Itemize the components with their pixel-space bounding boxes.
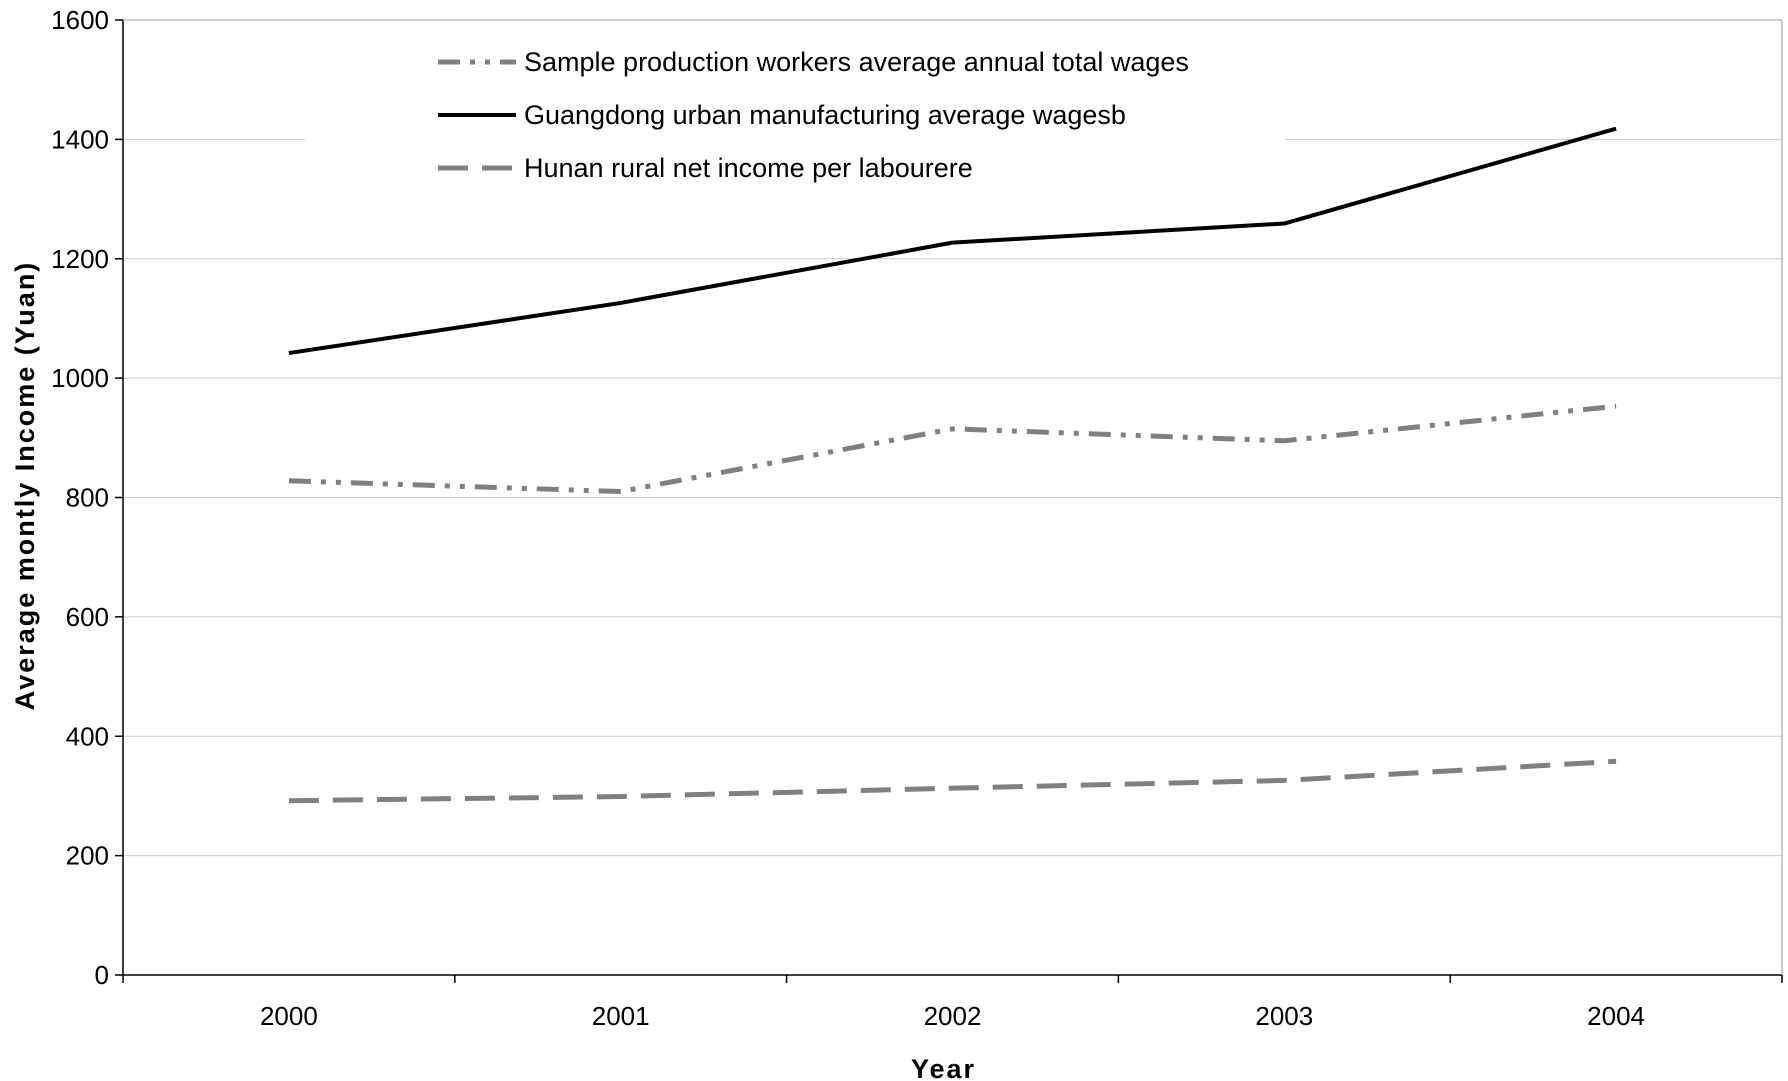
legend-label-1: Sample production workers average annual…	[524, 47, 1189, 77]
y-axis-ticks: 0 200 400 600 800 1000 1200 1400 1600	[51, 5, 123, 990]
y-tick-label: 1000	[51, 363, 109, 393]
x-tick-label: 2004	[1587, 1001, 1645, 1031]
legend-label-3: Hunan rural net income per labourere	[524, 153, 973, 183]
series-line-1	[288, 403, 1617, 495]
x-tick-label: 2003	[1255, 1001, 1313, 1031]
x-axis-title: Year	[911, 1054, 976, 1081]
x-tick-label: 2001	[592, 1001, 650, 1031]
x-tick-label: 2000	[260, 1001, 318, 1031]
series-line-2	[288, 126, 1617, 356]
y-axis-title: Average montly Income (Yuan)	[10, 261, 40, 711]
legend-label-2: Guangdong urban manufacturing average wa…	[524, 100, 1126, 130]
y-tick-label: 1400	[51, 124, 109, 154]
y-tick-label: 800	[66, 483, 109, 513]
legend: Sample production workers average annual…	[305, 22, 1285, 191]
legend-background	[305, 22, 1285, 191]
y-tick-label: 400	[66, 721, 109, 751]
series-lines	[288, 126, 1617, 804]
series-line-3	[288, 758, 1617, 804]
x-tick-label: 2002	[924, 1001, 982, 1031]
y-tick-label: 0	[95, 960, 109, 990]
y-tick-label: 1200	[51, 244, 109, 274]
x-axis-ticks: 2000 2001 2002 2003 2004	[122, 975, 1783, 1031]
y-tick-label: 600	[66, 602, 109, 632]
y-tick-label: 1600	[51, 5, 109, 35]
y-tick-label: 200	[66, 841, 109, 871]
